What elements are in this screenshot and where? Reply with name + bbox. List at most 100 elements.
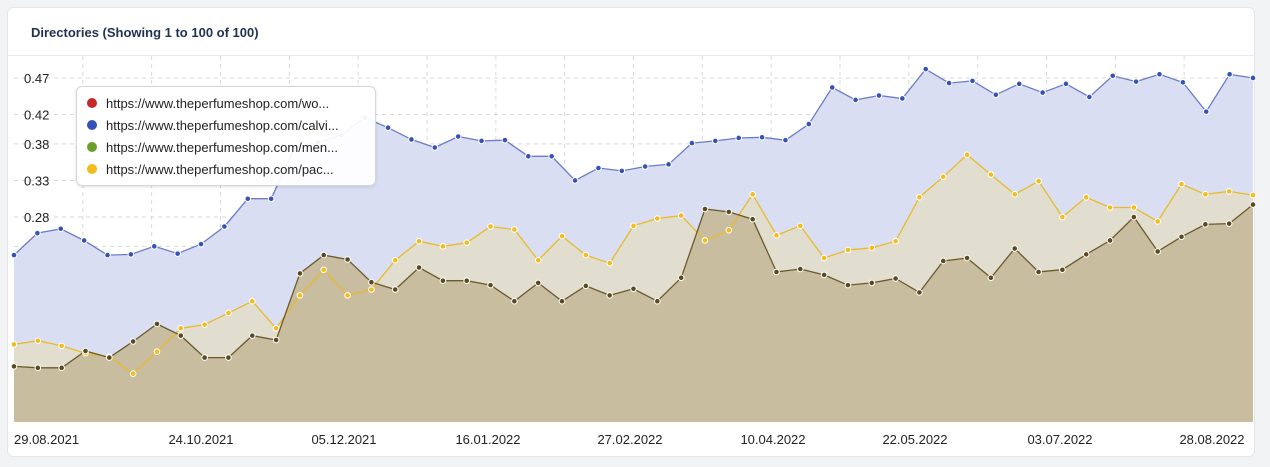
data-point-calvin[interactable] xyxy=(80,237,88,244)
data-point-calvin[interactable] xyxy=(127,251,135,258)
data-point-calvin[interactable] xyxy=(221,223,228,230)
data-point-men[interactable] xyxy=(1178,233,1185,241)
data-point-men[interactable] xyxy=(511,297,518,305)
data-point-calvin[interactable] xyxy=(1086,93,1093,101)
data-point-men[interactable] xyxy=(129,338,137,345)
data-point-calvin[interactable] xyxy=(945,79,953,87)
data-point-men[interactable] xyxy=(1082,251,1090,258)
data-point-pac[interactable] xyxy=(844,246,852,254)
data-point-calvin[interactable] xyxy=(10,251,18,259)
data-point-pac[interactable] xyxy=(463,239,471,246)
data-point-men[interactable] xyxy=(463,277,471,285)
data-point-pac[interactable] xyxy=(201,321,208,328)
data-point-men[interactable] xyxy=(820,271,828,279)
data-point-pac[interactable] xyxy=(1130,204,1138,211)
data-point-pac[interactable] xyxy=(1106,204,1114,211)
data-point-pac[interactable] xyxy=(820,254,828,262)
data-point-pac[interactable] xyxy=(296,292,304,299)
data-point-men[interactable] xyxy=(391,286,399,293)
data-point-pac[interactable] xyxy=(939,173,947,181)
data-point-pac[interactable] xyxy=(272,325,280,332)
data-point-pac[interactable] xyxy=(773,232,780,239)
data-point-calvin[interactable] xyxy=(992,91,1000,99)
data-point-men[interactable] xyxy=(606,292,613,299)
data-point-calvin[interactable] xyxy=(875,92,883,99)
data-point-calvin[interactable] xyxy=(1132,78,1140,85)
data-point-calvin[interactable] xyxy=(1109,72,1117,80)
data-point-pac[interactable] xyxy=(582,251,590,259)
data-point-calvin[interactable] xyxy=(1249,74,1257,82)
data-point-men[interactable] xyxy=(58,364,65,372)
data-point-pac[interactable] xyxy=(1225,188,1233,195)
data-point-pac[interactable] xyxy=(534,256,542,264)
data-point-men[interactable] xyxy=(582,282,590,290)
data-point-calvin[interactable] xyxy=(1202,108,1210,115)
data-point-pac[interactable] xyxy=(415,237,423,245)
data-point-pac[interactable] xyxy=(1154,218,1161,225)
data-point-calvin[interactable] xyxy=(104,251,111,259)
data-point-pac[interactable] xyxy=(963,151,971,159)
data-point-men[interactable] xyxy=(415,264,423,271)
data-point-calvin[interactable] xyxy=(267,195,275,203)
data-point-men[interactable] xyxy=(677,274,685,282)
data-point-calvin[interactable] xyxy=(1015,80,1023,88)
data-point-men[interactable] xyxy=(368,278,375,286)
data-point-calvin[interactable] xyxy=(408,136,415,143)
data-point-calvin[interactable] xyxy=(197,240,205,248)
data-point-men[interactable] xyxy=(34,364,42,372)
data-point-men[interactable] xyxy=(796,265,804,273)
data-point-men[interactable] xyxy=(1225,220,1233,227)
data-point-men[interactable] xyxy=(963,254,971,262)
data-point-pac[interactable] xyxy=(225,309,232,317)
legend-item-series-2[interactable]: https://www.theperfumeshop.com/calvi... xyxy=(87,114,374,136)
data-point-men[interactable] xyxy=(630,285,637,293)
data-point-men[interactable] xyxy=(1059,266,1066,274)
data-point-calvin[interactable] xyxy=(150,243,158,250)
data-point-pac[interactable] xyxy=(129,370,137,377)
data-point-pac[interactable] xyxy=(558,232,566,240)
data-point-calvin[interactable] xyxy=(478,137,485,145)
data-point-calvin[interactable] xyxy=(595,164,602,172)
data-point-pac[interactable] xyxy=(248,297,256,305)
data-point-pac[interactable] xyxy=(725,226,733,234)
data-point-men[interactable] xyxy=(1249,201,1257,208)
data-point-calvin[interactable] xyxy=(34,229,41,237)
data-point-men[interactable] xyxy=(1011,245,1019,252)
data-point-pac[interactable] xyxy=(606,259,613,267)
data-point-men[interactable] xyxy=(248,332,256,339)
data-point-pac[interactable] xyxy=(1202,191,1209,198)
data-point-pac[interactable] xyxy=(868,244,876,252)
data-point-men[interactable] xyxy=(201,354,208,361)
data-point-calvin[interactable] xyxy=(1179,79,1187,86)
data-point-pac[interactable] xyxy=(10,341,18,348)
legend-item-series-4[interactable]: https://www.theperfumeshop.com/pac... xyxy=(87,158,374,180)
data-point-men[interactable] xyxy=(1035,268,1042,276)
data-point-pac[interactable] xyxy=(916,193,923,201)
data-point-men[interactable] xyxy=(1154,248,1161,255)
data-point-pac[interactable] xyxy=(1035,177,1042,185)
data-point-pac[interactable] xyxy=(1011,191,1019,198)
legend-item-series-3[interactable]: https://www.theperfumeshop.com/men... xyxy=(87,136,374,158)
data-point-calvin[interactable] xyxy=(548,152,555,160)
data-point-calvin[interactable] xyxy=(922,65,930,73)
data-point-pac[interactable] xyxy=(511,226,518,233)
data-point-men[interactable] xyxy=(225,354,232,361)
data-point-calvin[interactable] xyxy=(1156,71,1163,78)
data-point-calvin[interactable] xyxy=(501,136,509,144)
data-point-calvin[interactable] xyxy=(688,139,696,147)
data-point-men[interactable] xyxy=(1130,213,1138,221)
data-point-calvin[interactable] xyxy=(805,120,813,128)
data-point-calvin[interactable] xyxy=(758,133,766,141)
data-point-calvin[interactable] xyxy=(1226,71,1233,78)
data-point-pac[interactable] xyxy=(892,237,899,245)
data-point-men[interactable] xyxy=(939,257,947,265)
data-point-calvin[interactable] xyxy=(244,195,252,203)
data-point-pac[interactable] xyxy=(654,215,661,222)
data-point-men[interactable] xyxy=(749,215,756,223)
data-point-men[interactable] xyxy=(106,354,113,361)
data-point-pac[interactable] xyxy=(34,337,42,345)
data-point-pac[interactable] xyxy=(796,222,804,230)
data-point-calvin[interactable] xyxy=(384,124,392,132)
data-point-calvin[interactable] xyxy=(571,177,579,184)
data-point-pac[interactable] xyxy=(391,256,399,264)
